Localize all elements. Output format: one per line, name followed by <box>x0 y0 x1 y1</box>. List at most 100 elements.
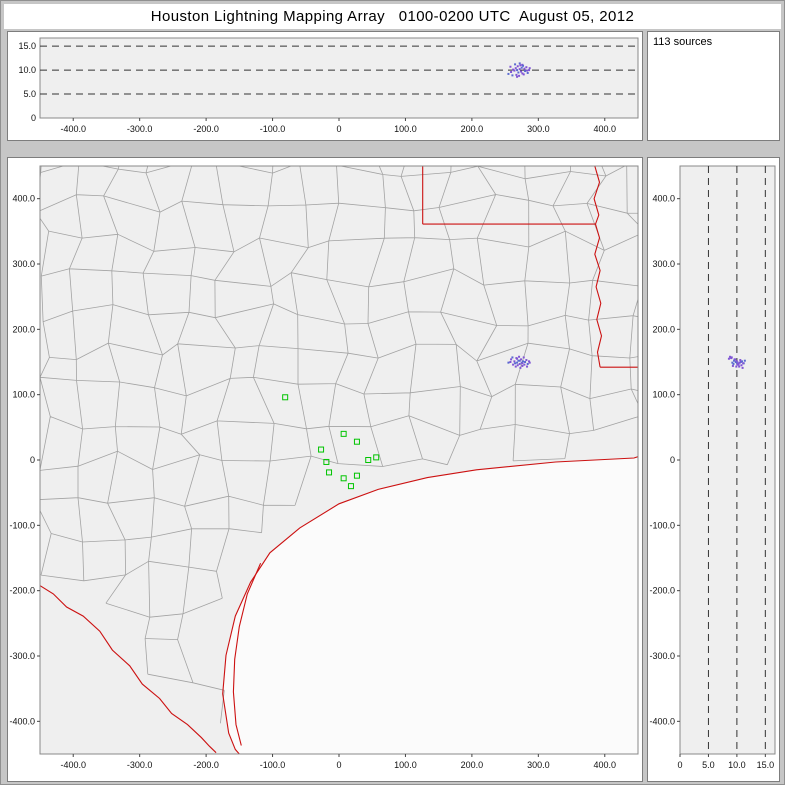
source-point <box>743 359 746 362</box>
tick-label: -300.0 <box>9 651 35 661</box>
source-point <box>515 73 518 76</box>
tick-label: -200.0 <box>193 760 219 770</box>
tick-label: 200.0 <box>461 124 484 134</box>
plot-area <box>679 165 776 755</box>
source-point <box>518 68 521 71</box>
state-border-layer <box>40 166 638 754</box>
station-marker <box>365 457 372 463</box>
tick-label: 300.0 <box>527 760 550 770</box>
source-point <box>729 355 732 358</box>
source-point <box>518 74 521 77</box>
rio-grande-border <box>40 584 217 754</box>
plan-view-map-plot: -400.0 -300.0 -200.0 -100.0 0 100.0 200.0 300.0… <box>9 165 639 770</box>
tick-label: -400.0 <box>60 760 86 770</box>
source-point <box>741 366 744 369</box>
source-point <box>522 356 525 359</box>
station-marker <box>326 469 333 476</box>
source-point <box>521 72 524 75</box>
source-point <box>521 362 524 365</box>
station-marker <box>373 454 380 461</box>
source-point <box>732 362 735 365</box>
source-point <box>520 358 523 361</box>
source-point <box>512 68 515 71</box>
tick-label: 10.0 <box>728 760 746 770</box>
source-count-panel: 113 sources <box>647 31 780 141</box>
source-point <box>519 366 522 369</box>
source-point <box>518 359 521 362</box>
station-marker <box>318 446 325 453</box>
source-point <box>733 359 736 362</box>
tick-label: 200.0 <box>461 760 484 770</box>
tick-label: -400.0 <box>9 716 35 726</box>
source-point <box>522 360 525 363</box>
tick-label: 100.0 <box>394 124 417 134</box>
source-point <box>525 359 528 362</box>
plot-area <box>39 37 639 119</box>
source-point <box>734 358 737 361</box>
source-point <box>730 356 733 359</box>
tick-label: 100.0 <box>652 390 675 400</box>
altitude-east-west-plot: -400.0 -300.0 -200.0 -100.0 0 100.0 200.0 300.0… <box>18 37 639 134</box>
source-point <box>734 361 737 363</box>
source-point <box>727 357 730 360</box>
source-point <box>516 361 519 364</box>
station-marker <box>353 438 360 445</box>
title-bar: Houston Lightning Mapping Array 0100-020… <box>4 4 781 29</box>
source-point <box>519 64 522 67</box>
tick-label: 300.0 <box>652 259 675 269</box>
tick-label: 15.0 <box>18 41 36 51</box>
plan-view-map-panel: -400.0 -300.0 -200.0 -100.0 0 100.0 200.0 300.0… <box>7 157 643 782</box>
tick-label: -200.0 <box>649 586 675 596</box>
tick-label: 15.0 <box>757 760 775 770</box>
tick-label: 100.0 <box>12 390 35 400</box>
source-point <box>510 71 513 74</box>
source-point <box>516 357 519 360</box>
source-point <box>516 65 519 68</box>
source-point <box>507 72 510 75</box>
source-point <box>513 69 516 72</box>
barrier-island <box>232 562 262 746</box>
source-point <box>509 65 512 68</box>
station-marker <box>340 475 347 482</box>
tick-label: 10.0 <box>18 65 36 75</box>
tick-label: 200.0 <box>652 324 675 334</box>
station-marker <box>340 430 347 437</box>
tick-label: 300.0 <box>12 259 35 269</box>
source-point <box>514 362 517 365</box>
source-point <box>526 71 529 74</box>
tick-label: -300.0 <box>127 760 153 770</box>
tick-label: 5.0 <box>23 89 36 99</box>
source-point <box>528 67 531 70</box>
source-point <box>510 358 513 361</box>
coastline <box>222 456 638 754</box>
tick-label: -200.0 <box>193 124 219 134</box>
source-point <box>524 70 527 73</box>
altitude-north-south-plot: 0 5.0 10.0 15.0 400.0 300.0 200.0 100.0 0 -100.0 -… <box>649 165 776 770</box>
tick-label: 0 <box>336 124 341 134</box>
source-point <box>520 66 523 69</box>
tick-label: 400.0 <box>652 194 675 204</box>
tick-label: 400.0 <box>594 760 617 770</box>
source-point <box>738 361 741 364</box>
source-point <box>521 364 524 367</box>
source-point <box>526 69 529 72</box>
tick-label: -200.0 <box>9 586 35 596</box>
source-point <box>514 67 517 70</box>
source-point <box>528 361 531 364</box>
source-point <box>509 361 512 363</box>
gulf-of-mexico <box>222 456 638 754</box>
source-point <box>517 359 520 362</box>
tick-label: 100.0 <box>394 760 417 770</box>
county-boundaries-layer <box>40 166 638 724</box>
tick-label: -300.0 <box>649 651 675 661</box>
source-point <box>526 365 529 368</box>
source-point <box>731 361 734 364</box>
station-marker <box>282 394 289 401</box>
tick-label: 0 <box>30 455 35 465</box>
source-point <box>520 70 523 73</box>
source-point <box>511 356 514 359</box>
tick-label: 0 <box>670 455 675 465</box>
source-point <box>522 64 525 67</box>
source-point <box>742 362 745 365</box>
source-point <box>735 361 738 364</box>
